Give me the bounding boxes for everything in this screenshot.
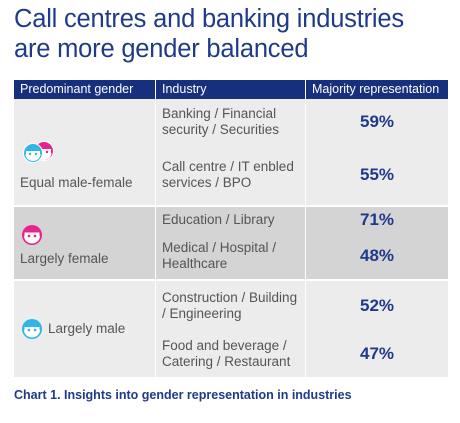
header-representation: Majority representation — [312, 82, 440, 96]
chart-title: Call centres and banking industries are … — [14, 4, 454, 64]
gender-cell-male: Largely male — [14, 281, 156, 377]
industry-cell: Construction / Building / Engineering — [162, 290, 298, 322]
title-line-1: Call centres and banking industries — [14, 5, 404, 33]
gender-table: Predominant gender Industry Majority rep… — [14, 80, 448, 379]
male-face — [23, 143, 43, 163]
industry-col-male: Construction / Building / Engineering Fo… — [156, 281, 306, 377]
representation-col-male: 52% 47% — [306, 281, 448, 377]
gender-cell-female: Largely female — [14, 207, 156, 279]
value-cell: 48% — [359, 245, 395, 265]
header-gender: Predominant gender — [14, 80, 156, 99]
industry-col-female: Education / Library Medical / Hospital /… — [156, 207, 306, 279]
title-line-2: are more gender balanced — [14, 35, 309, 63]
group-equal: Equal male-female Banking / Financial se… — [14, 99, 448, 207]
value-cell: 55% — [359, 164, 395, 184]
gender-label-male: Largely male — [48, 321, 126, 336]
male-icon — [22, 319, 42, 339]
value-cell: 52% — [359, 296, 395, 316]
gender-label-equal: Equal male-female — [20, 175, 133, 190]
value-cell: 71% — [359, 209, 395, 229]
industry-cell: Banking / Financial security / Securitie… — [162, 105, 280, 137]
industry-cell: Call centre / IT enbled services / BPO — [162, 158, 294, 190]
industry-cell: Food and beverage / Catering / Restauran… — [162, 338, 291, 370]
male-female-icon — [23, 141, 54, 163]
header-industry: Industry — [156, 80, 306, 99]
female-icon — [22, 225, 42, 245]
group-male: Largely male Construction / Building / E… — [14, 281, 448, 379]
table-header: Predominant gender Industry Majority rep… — [14, 80, 448, 99]
value-cell: 59% — [359, 111, 395, 131]
representation-col-female: 71% 48% — [306, 207, 448, 279]
representation-col-equal: 59% 55% — [306, 99, 448, 205]
industry-cell: Medical / Hospital / Healthcare — [162, 239, 277, 271]
gender-label-female: Largely female — [20, 251, 109, 266]
value-cell: 47% — [359, 344, 395, 364]
chart-caption: Chart 1. Insights into gender representa… — [14, 388, 352, 402]
gender-cell-equal: Equal male-female — [14, 99, 156, 205]
group-female: Largely female Education / Library Medic… — [14, 207, 448, 281]
industry-cell: Education / Library — [162, 211, 275, 227]
industry-col-equal: Banking / Financial security / Securitie… — [156, 99, 306, 205]
